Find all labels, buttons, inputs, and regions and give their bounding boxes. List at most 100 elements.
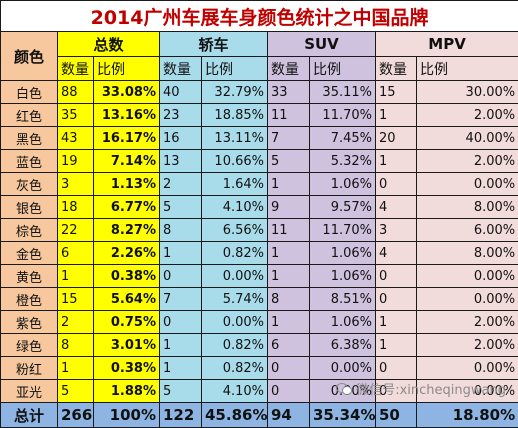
- color-name-cell: 亚光: [1, 380, 58, 403]
- suv-ratio-cell: 5.32%: [310, 150, 376, 173]
- mpv-ratio-cell: 0.00%: [417, 173, 518, 196]
- total-count-cell: 5: [58, 380, 94, 403]
- subheader-ratio: 比例: [417, 57, 518, 81]
- suv-count-cell: 5: [268, 150, 310, 173]
- mpv-total-ratio: 18.80%: [417, 403, 518, 428]
- sedan-ratio-cell: 0.82%: [202, 334, 268, 357]
- total-count-cell: 88: [58, 81, 94, 104]
- total-ratio-cell: 3.01%: [94, 334, 160, 357]
- suv-count-cell: 7: [268, 127, 310, 150]
- header-mpv: MPV: [376, 32, 518, 57]
- mpv-ratio-cell: 0.00%: [417, 288, 518, 311]
- mpv-ratio-cell: 40.00%: [417, 127, 518, 150]
- mpv-count-cell: 3: [376, 219, 417, 242]
- header-sedan: 轿车: [160, 32, 268, 57]
- color-name-cell: 粉红: [1, 357, 58, 380]
- sedan-ratio-cell: 6.56%: [202, 219, 268, 242]
- mpv-count-cell: 1: [376, 311, 417, 334]
- color-name-cell: 棕色: [1, 219, 58, 242]
- suv-count-cell: 11: [268, 219, 310, 242]
- mpv-count-cell: 1: [376, 104, 417, 127]
- color-name-cell: 蓝色: [1, 150, 58, 173]
- total-ratio: 100%: [94, 403, 160, 428]
- color-name-cell: 黄色: [1, 265, 58, 288]
- sedan-ratio-cell: 32.79%: [202, 81, 268, 104]
- sedan-total-ratio: 45.86%: [202, 403, 268, 428]
- suv-ratio-cell: 35.11%: [310, 81, 376, 104]
- total-count: 266: [58, 403, 94, 428]
- watermark: 微信号:xincheqingwang: [336, 379, 506, 398]
- suv-count-cell: 11: [268, 104, 310, 127]
- sedan-ratio-cell: 0.00%: [202, 265, 268, 288]
- suv-total-ratio: 35.34%: [310, 403, 376, 428]
- sedan-total-count: 122: [160, 403, 202, 428]
- mpv-ratio-cell: 2.00%: [417, 311, 518, 334]
- wechat-icon: [336, 382, 352, 395]
- sedan-count-cell: 13: [160, 150, 202, 173]
- suv-ratio-cell: 1.06%: [310, 173, 376, 196]
- sedan-count-cell: 40: [160, 81, 202, 104]
- sub-header-row: 数量 比例 数量 比例 数量 比例 数量 比例: [1, 57, 518, 81]
- sedan-count-cell: 23: [160, 104, 202, 127]
- watermark-text: 微信号:xincheqingwang: [356, 379, 506, 398]
- total-count-cell: 1: [58, 265, 94, 288]
- sedan-ratio-cell: 13.11%: [202, 127, 268, 150]
- mpv-ratio-cell: 0.00%: [417, 357, 518, 380]
- total-ratio-cell: 13.16%: [94, 104, 160, 127]
- color-name-cell: 银色: [1, 196, 58, 219]
- color-name-cell: 白色: [1, 81, 58, 104]
- total-count-cell: 2: [58, 311, 94, 334]
- mpv-ratio-cell: 2.00%: [417, 334, 518, 357]
- suv-count-cell: 33: [268, 81, 310, 104]
- sedan-ratio-cell: 18.85%: [202, 104, 268, 127]
- suv-count-cell: 6: [268, 334, 310, 357]
- sedan-ratio-cell: 4.10%: [202, 196, 268, 219]
- sedan-ratio-cell: 0.82%: [202, 242, 268, 265]
- total-count-cell: 19: [58, 150, 94, 173]
- mpv-ratio-cell: 8.00%: [417, 242, 518, 265]
- subheader-ratio: 比例: [94, 57, 160, 81]
- subheader-count: 数量: [160, 57, 202, 81]
- sedan-count-cell: 5: [160, 196, 202, 219]
- sedan-ratio-cell: 0.82%: [202, 357, 268, 380]
- total-count-cell: 6: [58, 242, 94, 265]
- total-row: 总计 266 100% 122 45.86% 94 35.34% 50 18.8…: [1, 403, 518, 428]
- total-count-cell: 15: [58, 288, 94, 311]
- mpv-count-cell: 1: [376, 150, 417, 173]
- sedan-count-cell: 1: [160, 242, 202, 265]
- sedan-count-cell: 1: [160, 357, 202, 380]
- total-ratio-cell: 1.88%: [94, 380, 160, 403]
- color-name-cell: 红色: [1, 104, 58, 127]
- sedan-count-cell: 5: [160, 380, 202, 403]
- total-ratio-cell: 7.14%: [94, 150, 160, 173]
- total-ratio-cell: 1.13%: [94, 173, 160, 196]
- color-name-cell: 紫色: [1, 311, 58, 334]
- sedan-count-cell: 1: [160, 334, 202, 357]
- mpv-total-count: 50: [376, 403, 417, 428]
- sedan-count-cell: 0: [160, 265, 202, 288]
- subheader-ratio: 比例: [310, 57, 376, 81]
- mpv-count-cell: 20: [376, 127, 417, 150]
- total-ratio-cell: 8.27%: [94, 219, 160, 242]
- total-ratio-cell: 0.38%: [94, 265, 160, 288]
- table-title: 2014广州车展车身颜色统计之中国品牌: [1, 1, 518, 32]
- suv-count-cell: 0: [268, 357, 310, 380]
- suv-ratio-cell: 11.70%: [310, 219, 376, 242]
- mpv-count-cell: 0: [376, 265, 417, 288]
- mpv-count-cell: 0: [376, 288, 417, 311]
- sedan-count-cell: 7: [160, 288, 202, 311]
- total-ratio-cell: 2.26%: [94, 242, 160, 265]
- suv-ratio-cell: 1.06%: [310, 311, 376, 334]
- suv-ratio-cell: 1.06%: [310, 242, 376, 265]
- sedan-count-cell: 16: [160, 127, 202, 150]
- color-name-cell: 绿色: [1, 334, 58, 357]
- stats-table-container: 2014广州车展车身颜色统计之中国品牌 颜色 总数 轿车 SUV MPV 数量 …: [0, 0, 518, 419]
